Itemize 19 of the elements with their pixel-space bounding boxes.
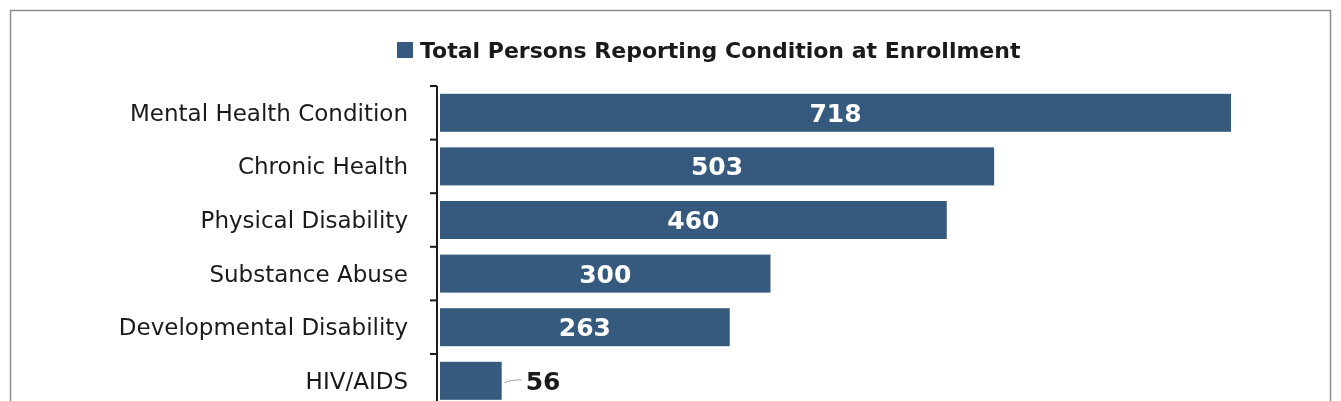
legend-label: Total Persons Reporting Condition at Enrollment [420,38,1021,63]
y-tick-label: Chronic Health [237,153,408,180]
data-label: 460 [667,206,720,235]
y-tick-label: Substance Abuse [209,260,408,287]
data-label: 300 [579,259,632,289]
y-tick-label: HIV/AIDS [305,367,408,394]
bar [440,308,730,347]
bar [440,254,771,293]
bar [440,147,995,186]
y-tick-label: Developmental Disability [118,314,408,341]
bar [440,361,502,400]
data-label: 718 [809,98,862,128]
data-label: 263 [558,313,611,343]
y-tick-label: Mental Health Condition [130,99,408,126]
bar [440,93,1231,132]
data-label: 56 [525,366,561,396]
bar [440,201,947,239]
y-tick-label: Physical Disability [200,207,408,233]
data-label: 503 [690,152,744,182]
